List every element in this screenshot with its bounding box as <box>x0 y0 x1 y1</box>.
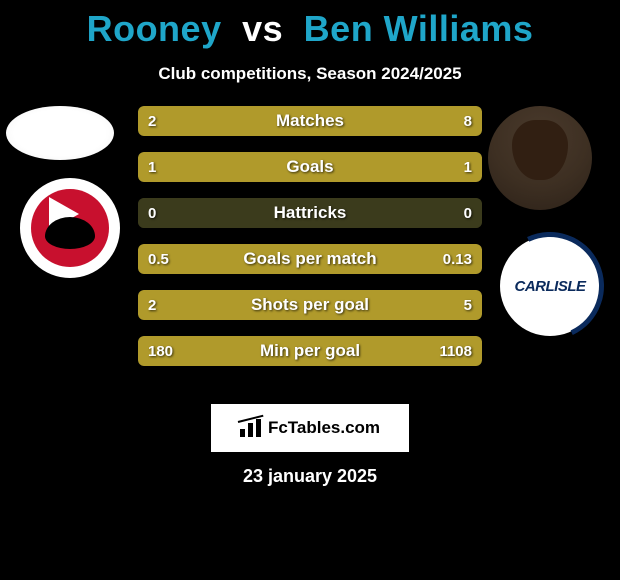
stat-value-right: 0.13 <box>433 244 482 274</box>
fctables-logo-icon <box>240 419 262 437</box>
stat-value-right: 1 <box>454 152 482 182</box>
stat-label: Goals <box>138 152 482 182</box>
stat-label: Shots per goal <box>138 290 482 320</box>
stat-value-right: 0 <box>454 198 482 228</box>
stat-label: Matches <box>138 106 482 136</box>
comparison-stage: CARLISLE Matches28Goals11Hattricks00Goal… <box>0 106 620 396</box>
stat-row: Goals1 1 <box>138 152 482 182</box>
stat-value-left: 180 <box>138 336 183 366</box>
player2-club-badge: CARLISLE <box>500 236 600 336</box>
stat-value-left: 1 <box>138 152 166 182</box>
page-title: Rooney vs Ben Williams <box>0 0 620 50</box>
stat-value-left: 2 <box>138 106 166 136</box>
stat-row: Goals per match0.5 0.13 <box>138 244 482 274</box>
stat-value-left: 0 <box>138 198 166 228</box>
stat-value-right: 5 <box>454 290 482 320</box>
player2-name: Ben Williams <box>304 8 534 49</box>
player2-avatar <box>488 106 592 210</box>
brand-badge[interactable]: FcTables.com <box>211 404 409 452</box>
vs-word: vs <box>242 8 283 49</box>
stat-value-right: 1108 <box>429 336 482 366</box>
stat-value-left: 2 <box>138 290 166 320</box>
player1-club-badge <box>20 178 120 278</box>
brand-text: FcTables.com <box>268 418 380 438</box>
stat-label: Hattricks <box>138 198 482 228</box>
stat-label: Goals per match <box>138 244 482 274</box>
subtitle: Club competitions, Season 2024/2025 <box>0 64 620 84</box>
ftfc-badge-icon <box>31 189 109 267</box>
player1-name: Rooney <box>87 8 222 49</box>
stat-row: Hattricks0 0 <box>138 198 482 228</box>
stat-value-left: 0.5 <box>138 244 179 274</box>
stat-row: Shots per goal2 5 <box>138 290 482 320</box>
carlisle-swoosh-icon <box>481 217 619 355</box>
stat-row: Min per goal1801108 <box>138 336 482 366</box>
player1-avatar <box>6 106 114 160</box>
stat-bars: Matches28Goals11Hattricks00Goals per mat… <box>138 106 482 382</box>
stat-value-right: 8 <box>454 106 482 136</box>
stat-row: Matches2 8 <box>138 106 482 136</box>
snapshot-date: 23 january 2025 <box>0 466 620 487</box>
